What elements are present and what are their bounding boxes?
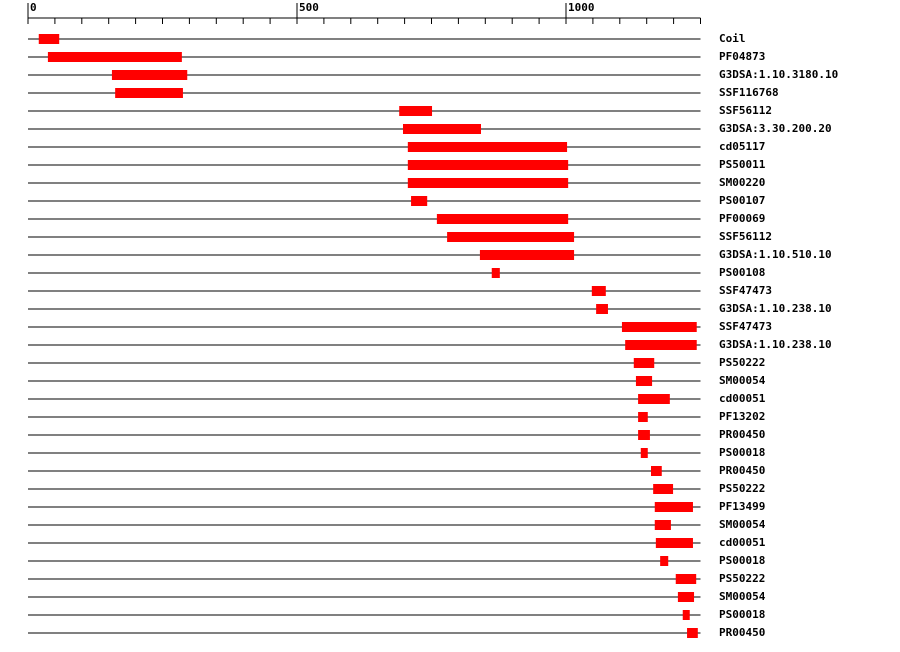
row-label: PS00107 [719, 194, 765, 207]
domain-bar [407, 160, 569, 170]
domain-bar [635, 376, 653, 386]
row-label: PF13499 [719, 500, 765, 513]
row-label: PR00450 [719, 428, 765, 441]
domain-bar [654, 502, 693, 512]
row-label: PS50011 [719, 158, 766, 171]
row-label: SSF47473 [719, 284, 772, 297]
domain-bar [111, 70, 188, 80]
domain-bar [687, 628, 698, 638]
row-label: G3DSA:1.10.238.10 [719, 302, 832, 315]
row-label: SM00220 [719, 176, 765, 189]
row-label: PR00450 [719, 626, 765, 639]
row-label: SSF47473 [719, 320, 772, 333]
row-label: PF13202 [719, 410, 765, 423]
domain-bar [411, 196, 428, 206]
row-label: PF00069 [719, 212, 765, 225]
domain-bar [38, 34, 60, 44]
domain-bar [638, 412, 648, 422]
x-tick-label: 1000 [568, 1, 595, 14]
domain-bar [447, 232, 575, 242]
domain-bar [655, 538, 693, 548]
domain-bar [625, 340, 697, 350]
row-label: SSF56112 [719, 104, 772, 117]
row-label: SSF56112 [719, 230, 772, 243]
row-label: Coil [719, 32, 746, 45]
row-label: G3DSA:1.10.238.10 [719, 338, 832, 351]
row-label: PR00450 [719, 464, 765, 477]
domain-bar [654, 520, 671, 530]
row-label: PS50222 [719, 482, 765, 495]
domain-bar [677, 592, 695, 602]
x-tick-label: 500 [299, 1, 319, 14]
domain-bar [633, 358, 655, 368]
row-label: cd05117 [719, 140, 765, 153]
domain-bar [596, 304, 608, 314]
domain-bar [682, 610, 690, 620]
row-label: PS50222 [719, 356, 765, 369]
domain-bar [479, 250, 575, 260]
domain-bar [651, 466, 662, 476]
row-label: SM00054 [719, 518, 766, 531]
domain-bar [638, 430, 650, 440]
x-tick-label: 0 [30, 1, 37, 14]
domain-bar [660, 556, 669, 566]
domain-bar [621, 322, 697, 332]
domain-bar [47, 52, 182, 62]
row-label: PS00018 [719, 608, 765, 621]
domain-bar [653, 484, 674, 494]
domain-bar [399, 106, 433, 116]
domain-bar [407, 178, 569, 188]
row-label: PS00018 [719, 554, 765, 567]
row-label: cd00051 [719, 392, 766, 405]
row-label: PS00108 [719, 266, 765, 279]
row-label: PF04873 [719, 50, 765, 63]
domain-bar [491, 268, 500, 278]
domain-bar [407, 142, 568, 152]
domain-bar [638, 394, 670, 404]
row-label: PS00018 [719, 446, 765, 459]
row-label: G3DSA:3.30.200.20 [719, 122, 832, 135]
domain-bar [591, 286, 606, 296]
domain-bar [115, 88, 183, 98]
row-label: cd00051 [719, 536, 766, 549]
row-label: SSF116768 [719, 86, 779, 99]
domain-bar [640, 448, 648, 458]
row-label: SM00054 [719, 590, 766, 603]
domain-bar [402, 124, 481, 134]
row-label: G3DSA:1.10.3180.10 [719, 68, 838, 81]
row-label: G3DSA:1.10.510.10 [719, 248, 832, 261]
domain-bar [675, 574, 697, 584]
domain-bar [436, 214, 569, 224]
row-label: PS50222 [719, 572, 765, 585]
row-label: SM00054 [719, 374, 766, 387]
